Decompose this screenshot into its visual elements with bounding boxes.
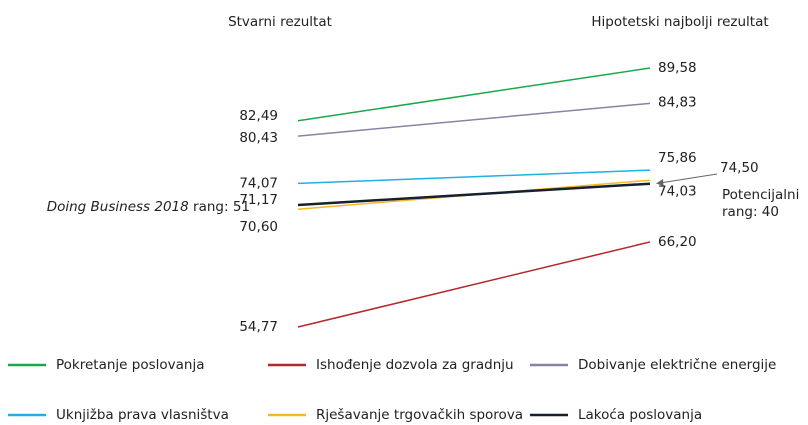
value-label: 82,49 bbox=[239, 108, 278, 124]
right-rank: Potencijalni bbox=[722, 187, 799, 203]
slope-line bbox=[297, 182, 651, 207]
left-rank-text: rang: 51 bbox=[193, 199, 250, 215]
value-label: 84,83 bbox=[658, 94, 697, 110]
legend-label: Rješavanje trgovačkih sporova bbox=[316, 407, 523, 423]
column-header: Hipotetski najbolji rezultat bbox=[591, 14, 768, 30]
slope-line bbox=[297, 67, 651, 122]
legend-label: Lakoća poslovanja bbox=[578, 407, 702, 423]
arrow bbox=[659, 173, 718, 184]
slope-line bbox=[297, 169, 651, 185]
value-label: 74,03 bbox=[658, 184, 697, 200]
value-label: 66,20 bbox=[658, 234, 697, 250]
value-label: 70,60 bbox=[239, 219, 278, 235]
value-label: 74,50 bbox=[720, 160, 759, 176]
arrowhead bbox=[656, 179, 664, 186]
legend-label: Ishođenje dozvola za gradnju bbox=[316, 357, 514, 373]
legend-label: Pokretanje poslovanja bbox=[56, 357, 204, 373]
value-label: 74,07 bbox=[239, 175, 278, 191]
column-header: Stvarni rezultat bbox=[228, 14, 332, 30]
value-label: 80,43 bbox=[239, 130, 278, 146]
value-label: 54,77 bbox=[239, 319, 278, 335]
value-label: 89,58 bbox=[658, 60, 697, 76]
slope-line bbox=[297, 102, 651, 137]
left-rank: Doing Business 2018 rang: 51 bbox=[47, 199, 250, 215]
legend-label: Dobivanje električne energije bbox=[578, 357, 776, 373]
right-rank: rang: 40 bbox=[722, 204, 779, 220]
value-label: 75,86 bbox=[658, 150, 697, 166]
slope-line bbox=[297, 241, 651, 328]
value-label: 71,17 bbox=[239, 192, 278, 208]
left-rank-italic: Doing Business 2018 bbox=[47, 199, 189, 215]
legend-label: Uknjižba prava vlasništva bbox=[56, 407, 229, 423]
